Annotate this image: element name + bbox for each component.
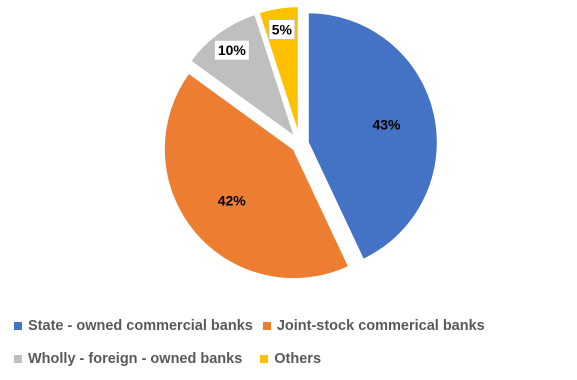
legend-label-state-owned: State - owned commercial banks	[28, 318, 253, 334]
legend-label-joint-stock: Joint-stock commerical banks	[276, 318, 485, 334]
legend-item-state-owned: State - owned commercial banks	[14, 318, 253, 334]
slice-label-3: 5%	[272, 22, 293, 38]
legend-swatch-others	[260, 355, 269, 363]
legend-swatch-state-owned	[14, 322, 22, 330]
slice-label-1: 42%	[218, 192, 247, 208]
slice-labels: 43% 42% 10% 5%	[213, 19, 401, 208]
legend-label-others: Others	[274, 351, 322, 367]
pie-slice-1	[162, 71, 351, 281]
slice-label-box-3	[268, 19, 296, 41]
pie-slices	[162, 5, 439, 281]
legend-item-others: Others	[260, 351, 321, 367]
legend-row-1: State - owned commercial banks Joint-sto…	[14, 318, 495, 334]
pie-chart: 43% 42% 10% 5%	[162, 5, 439, 281]
slice-label-0: 43%	[372, 117, 401, 133]
legend-swatch-joint-stock	[262, 322, 271, 330]
pie-slice-0	[306, 11, 439, 262]
legend-label-foreign-owned: Wholly - foreign - owned banks	[28, 351, 243, 367]
legend-swatch-foreign-owned	[14, 355, 22, 363]
legend-item-joint-stock: Joint-stock commerical banks	[262, 318, 485, 334]
slice-label-box-2	[213, 39, 250, 61]
legend-item-foreign-owned: Wholly - foreign - owned banks	[14, 351, 242, 367]
slice-label-2: 10%	[218, 42, 247, 58]
legend-row-2: Wholly - foreign - owned banks Others	[14, 351, 331, 367]
